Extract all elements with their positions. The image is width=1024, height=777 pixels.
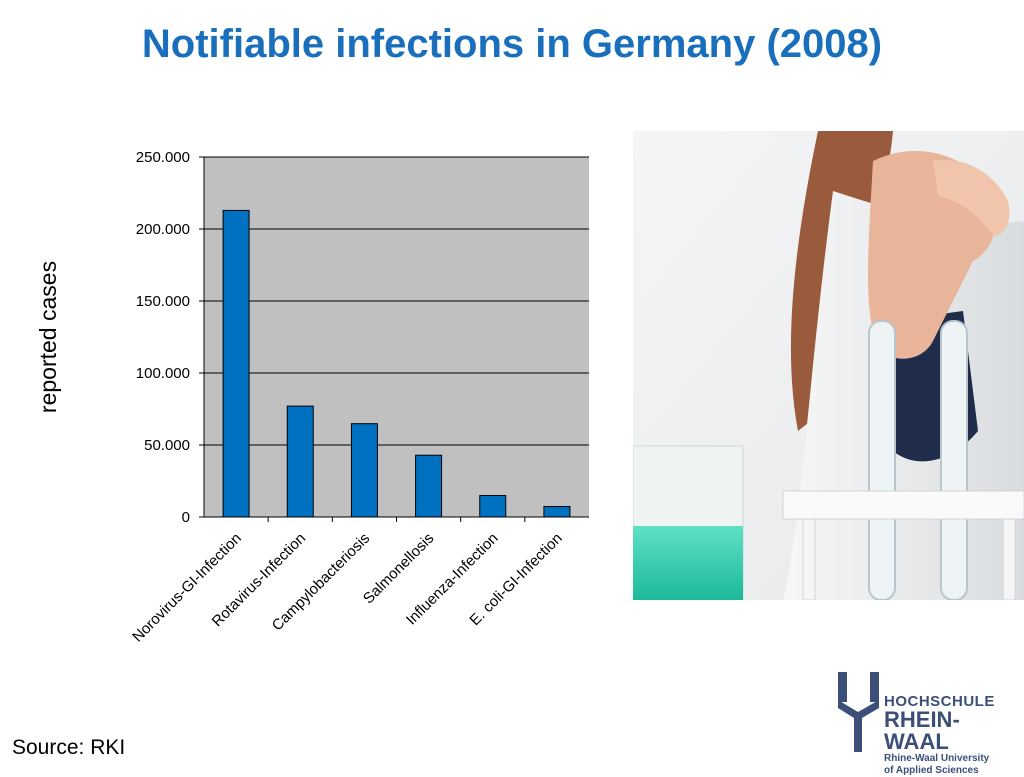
plot-background <box>204 157 589 517</box>
bar <box>350 423 378 518</box>
bar-chart: 0 50.000 100.000 150.000 200.000 250.000 Norov… <box>35 149 589 646</box>
plot-area: 0 50.000 100.000 150.000 200.000 250.000 Norov… <box>129 149 589 646</box>
logo-line-university: Rhine-Waal University <box>884 753 990 764</box>
x-tick-label: Norovirus-GI-Infection <box>129 530 245 646</box>
logo-line-rhein-waal: RHEIN-WAAL <box>884 707 960 754</box>
bar <box>415 454 443 518</box>
y-tick-label: 250.000 <box>136 149 190 166</box>
bar <box>543 505 571 518</box>
rhein-waal-logo-icon <box>838 672 879 752</box>
y-tick-label: 200.000 <box>136 221 190 238</box>
lab-photo <box>633 131 1024 600</box>
source-note: Source: RKI <box>12 736 126 759</box>
y-axis-label: reported cases <box>35 261 61 413</box>
y-tick-label: 100.000 <box>136 365 190 382</box>
bar <box>479 495 507 518</box>
y-tick-label: 50.000 <box>144 437 190 454</box>
logo-line-hochschule: HOCHSCHULE <box>884 693 995 710</box>
university-logo: HOCHSCHULE RHEIN-WAAL Rhine-Waal Univers… <box>836 668 1022 776</box>
y-tick-label: 150.000 <box>136 293 190 310</box>
slide-title: Notifiable infections in Germany (2008) <box>141 22 883 66</box>
y-tick-label: 0 <box>182 509 190 526</box>
bar <box>286 405 314 518</box>
logo-line-applied-sciences: of Applied Sciences <box>884 765 979 776</box>
bar <box>222 209 250 518</box>
